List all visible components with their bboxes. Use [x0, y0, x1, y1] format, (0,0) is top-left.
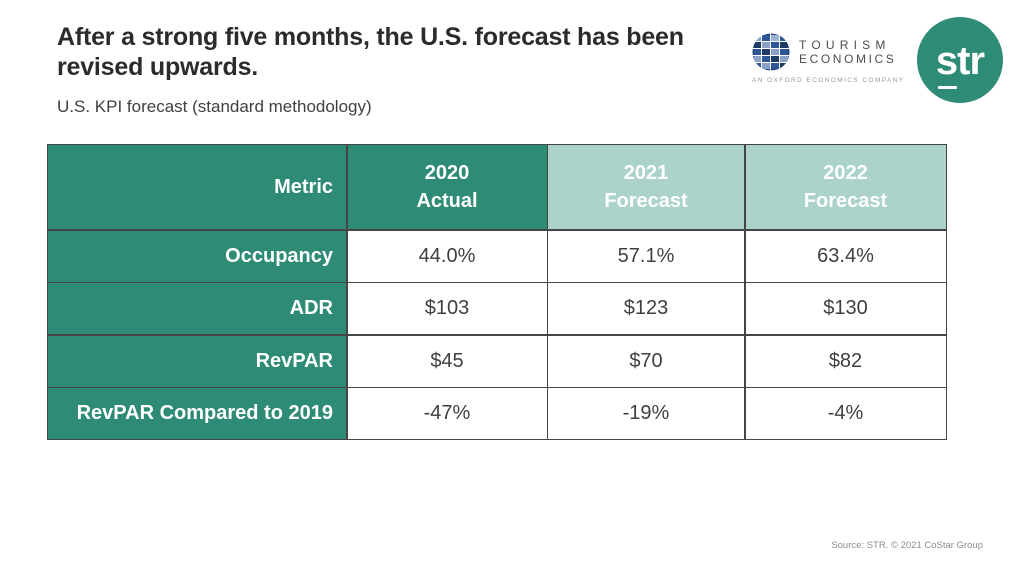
row-adr-label: ADR — [48, 283, 346, 334]
row-revpar-label: RevPAR — [48, 335, 346, 387]
revpar-vs-2019-2021-value: -19% — [548, 388, 744, 439]
page-title-line2: revised upwards. — [57, 53, 259, 81]
revpar-vs-2019-2022-value: -4% — [745, 388, 946, 439]
header-year-2022: 2022 — [823, 162, 868, 184]
page-title-line1: After a strong five months, the U.S. for… — [57, 23, 684, 51]
header-label-actual: Actual — [416, 190, 478, 212]
occupancy-2020-value: 44.0% — [347, 230, 547, 282]
str-logo: str — [917, 17, 1003, 103]
tourism-economics-logo-top: TOURISM ECONOMICS — [752, 33, 894, 71]
page-title: After a strong five months, the U.S. for… — [57, 22, 757, 82]
revpar-vs-2019-2020-value: -47% — [347, 388, 547, 439]
adr-2020-value: $103 — [347, 283, 547, 334]
tourism-economics-tagline: AN OXFORD ECONOMICS COMPANY — [752, 77, 905, 84]
adr-2021-value: $123 — [548, 283, 744, 334]
header-year-2021: 2021 — [623, 162, 669, 184]
occupancy-2021-value: 57.1% — [548, 230, 744, 282]
header-year-2020: 2020 — [424, 162, 470, 184]
slide-subtitle: U.S. KPI forecast (standard methodology) — [57, 97, 372, 116]
revpar-2021-value: $70 — [548, 335, 744, 387]
table-header-2020-actual: 2020 Actual — [347, 145, 547, 229]
tourism-economics-line2: ECONOMICS — [799, 52, 897, 66]
globe-icon — [752, 33, 790, 71]
row-occupancy-label: Occupancy — [48, 230, 346, 282]
source-attribution: Source: STR. © 2021 CoStar Group — [831, 540, 983, 551]
adr-2022-value: $130 — [745, 283, 946, 334]
tourism-economics-wordmark: TOURISM ECONOMICS — [799, 38, 896, 66]
tourism-economics-logo: TOURISM ECONOMICS AN OXFORD ECONOMICS CO… — [752, 33, 905, 84]
occupancy-2022-value: 63.4% — [745, 230, 946, 282]
header-label-forecast-2021: Forecast — [604, 190, 688, 212]
str-logo-underline — [938, 85, 957, 89]
str-logo-text: str — [935, 39, 985, 83]
revpar-2020-value: $45 — [347, 335, 547, 387]
header-label-forecast-2022: Forecast — [803, 190, 888, 212]
table-header-metric: Metric — [48, 145, 346, 229]
tourism-economics-line1: TOURISM — [799, 38, 891, 52]
table-header-2021-forecast: 2021 Forecast — [548, 145, 744, 229]
kpi-forecast-table: Metric 2020 Actual 2021 Forecast 2022 Fo… — [47, 144, 947, 440]
revpar-2022-value: $82 — [745, 335, 946, 387]
table-header-2022-forecast: 2022 Forecast — [745, 145, 946, 229]
row-revpar-vs-2019-label: RevPAR Compared to 2019 — [48, 388, 346, 439]
